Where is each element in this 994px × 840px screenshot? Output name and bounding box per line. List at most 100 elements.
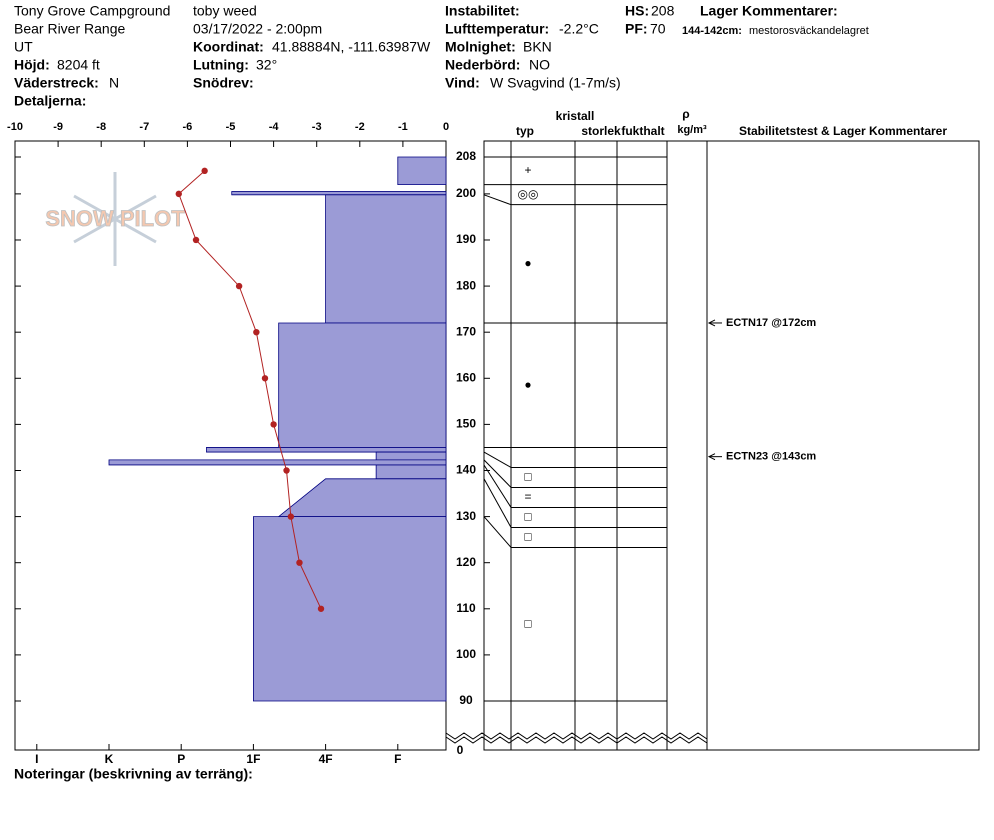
arrow-head: [707, 453, 716, 461]
x-tick-label: -6: [183, 121, 193, 133]
grain-type: □: [524, 616, 531, 630]
label: Molnighet:: [445, 39, 516, 55]
hardness-layer: [206, 447, 447, 453]
grain-type: ●: [524, 377, 531, 391]
temperature-point: [253, 328, 260, 336]
y-tick-label: 190: [456, 232, 476, 246]
grain-type: =: [524, 490, 531, 504]
x-tick-label: -9: [53, 121, 63, 133]
grain-type: +: [524, 163, 531, 177]
hardness-tick-label: 1F: [246, 752, 260, 766]
row-connector: [483, 516, 512, 548]
hardness-layer: [397, 156, 447, 186]
value: W Svagvind (1-7m/s): [490, 75, 621, 91]
y-tick-label: 200: [456, 186, 476, 200]
value: 70: [650, 21, 666, 37]
label: Snödrev:: [193, 75, 254, 91]
y-tick-label: 150: [456, 417, 476, 431]
column-header: fukthalt: [621, 124, 664, 138]
row-connector: [483, 451, 512, 468]
value: -2.2°C: [559, 21, 599, 37]
x-tick-label: 0: [443, 121, 449, 133]
axis-break: [445, 732, 708, 740]
y-tick-label: 100: [456, 647, 476, 661]
x-tick-label: -5: [226, 121, 236, 133]
range: Bear River Range: [14, 21, 125, 37]
label: 144-142cm:: [682, 25, 742, 37]
observer: toby weed: [193, 3, 257, 19]
row-connector: [483, 464, 512, 508]
value: mestorosväckandelagret: [749, 25, 869, 37]
hardness-tick-label: P: [177, 752, 185, 766]
y-tick-label: 140: [456, 463, 476, 477]
hardness-layer: [231, 191, 447, 196]
row-connector: [483, 194, 512, 206]
y-tick-label: 180: [456, 278, 476, 292]
grain-type: ◎◎: [518, 187, 539, 201]
y-tick-label: 120: [456, 555, 476, 569]
temperature-point: [270, 421, 277, 428]
temperature-point: [201, 167, 208, 175]
label: Lutning:: [193, 57, 249, 73]
x-tick-label: -2: [355, 121, 365, 133]
table-columns: [510, 141, 708, 750]
column-header: kristall: [556, 109, 595, 123]
label: Detaljerna:: [14, 93, 86, 109]
hardness-layer: [325, 194, 447, 324]
row-connector: [483, 459, 512, 488]
notes-label: Noteringar (beskrivning av terräng):: [14, 766, 253, 782]
y-tick-label: 0: [457, 743, 464, 757]
y-tick-label: 160: [456, 370, 476, 384]
column-header: kg/m³: [677, 124, 707, 136]
x-tick-label: -8: [96, 121, 106, 133]
temperature-point: [192, 236, 200, 244]
x-tick-label: -1: [398, 121, 408, 133]
label: Vind:: [445, 75, 480, 91]
column-header: Stabilitetstest & Lager Kommentarer: [739, 124, 947, 138]
hardness-layer: [108, 459, 447, 466]
x-tick-label: -7: [139, 121, 149, 133]
y-tick-label: 208: [456, 149, 476, 163]
datetime: 03/17/2022 - 2:00pm: [193, 21, 322, 37]
temperature-point: [283, 467, 290, 474]
label: PF:: [625, 21, 648, 37]
label: HS:: [625, 3, 649, 19]
hardness-layer: [375, 464, 447, 480]
hardness-layer: [375, 451, 447, 461]
axis-break: [445, 736, 708, 744]
test-label: ECTN17 @172cm: [726, 317, 816, 329]
temperature-point: [235, 282, 243, 290]
x-tick-label: -3: [312, 121, 322, 133]
hardness-layer: [277, 478, 447, 517]
arrow-head: [707, 319, 716, 327]
hardness-tick-label: K: [105, 752, 114, 766]
value: 41.88884N, -111.63987W: [272, 39, 431, 55]
column-header: ρ: [682, 107, 689, 121]
header: Tony Grove Campground Bear River Range U…: [14, 3, 869, 109]
hardness-tick-label: I: [35, 752, 38, 766]
test-label: ECTN23 @143cm: [726, 451, 816, 463]
grain-type: □: [524, 530, 531, 544]
grain-type: □: [524, 510, 531, 524]
label: Väderstreck:: [14, 75, 99, 91]
table-frame: [483, 140, 980, 751]
label: Koordinat:: [193, 39, 264, 55]
y-tick-label: 170: [456, 324, 476, 338]
label: Instabilitet:: [445, 3, 520, 19]
hardness-tick-label: 4F: [319, 752, 333, 766]
grain-type: ●: [524, 256, 531, 270]
hardness-tick-label: F: [394, 752, 401, 766]
hardness-layer: [278, 322, 447, 448]
temperature-point: [296, 559, 303, 566]
logo: [73, 172, 157, 266]
column-header: storlek: [581, 124, 621, 138]
x-tick-label: -10: [7, 121, 23, 133]
state: UT: [14, 39, 33, 55]
grain-type: □: [524, 470, 531, 484]
y-tick-label: 130: [456, 509, 476, 523]
label: Nederbörd:: [445, 57, 520, 73]
temperature-point: [261, 375, 269, 382]
logo-text: SNOW PILOT: [45, 206, 185, 231]
location: Tony Grove Campground: [14, 3, 170, 19]
